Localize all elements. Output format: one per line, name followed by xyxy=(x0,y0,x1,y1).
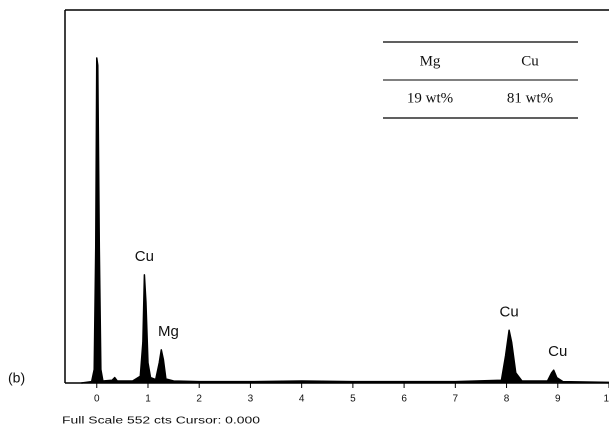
peak-label: Cu xyxy=(548,343,567,360)
x-tick-label: 10 xyxy=(603,394,609,405)
peak-label: Cu xyxy=(135,248,154,265)
peak-label: Mg xyxy=(158,323,179,340)
footer: Full Scale 552 cts Cursor: 0.000 xyxy=(62,416,261,427)
x-tick-label: 7 xyxy=(453,394,459,405)
x-tick-label: 9 xyxy=(555,394,561,405)
x-tick-label: 1 xyxy=(145,394,151,405)
peak-label: Cu xyxy=(500,303,519,320)
panel-label: (b) xyxy=(8,370,25,386)
spectrum xyxy=(81,57,609,384)
x-tick-label: 2 xyxy=(196,394,202,405)
x-tick-label: 6 xyxy=(401,394,407,405)
x-tick-label: 8 xyxy=(504,394,510,405)
table-cell: 81 wt% xyxy=(507,90,553,106)
x-tick-label: 4 xyxy=(299,394,305,405)
table-header: Mg xyxy=(420,53,441,69)
x-tick-label: 0 xyxy=(94,394,100,405)
x-tick-label: 5 xyxy=(350,394,356,405)
x-tick-label: 3 xyxy=(248,394,254,405)
table-cell: 19 wt% xyxy=(407,90,453,106)
table-header: Cu xyxy=(521,53,539,69)
